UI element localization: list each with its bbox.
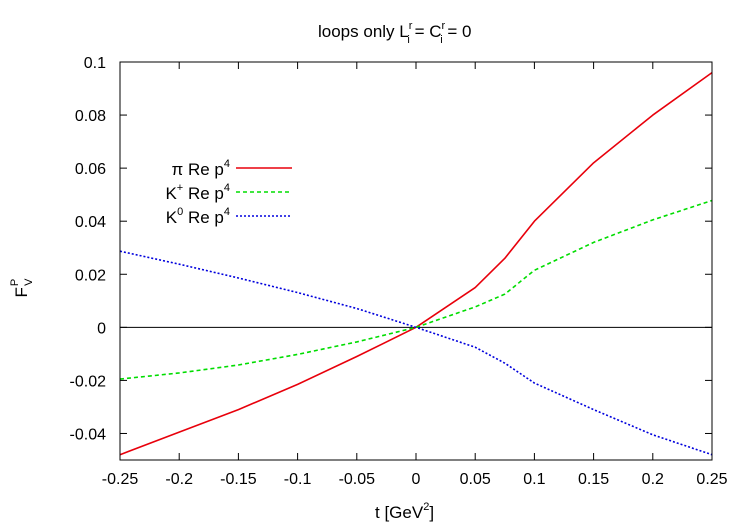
legend-label-pi: π Re p4 (172, 158, 231, 179)
x-tick-label: -0.1 (284, 471, 312, 488)
x-tick-label: -0.25 (102, 471, 139, 488)
x-tick-label: 0.05 (460, 471, 491, 488)
plot-frame (119, 61, 713, 461)
y-axis-label: FP V (9, 278, 35, 298)
y-tick-label: -0.02 (70, 373, 107, 390)
y-tick-label: -0.04 (70, 426, 107, 443)
y-tick-label: 0.04 (75, 214, 106, 231)
y-tick-label: 0 (97, 320, 106, 337)
y-tick-label: 0.1 (84, 55, 106, 72)
series-line-pi (119, 71, 713, 456)
series-lines (119, 71, 713, 456)
axis-ticks: -0.25 -0.2 -0.15 -0.1 -0.05 0 0.05 0.1 0.15 0.2 0.… (70, 55, 728, 488)
x-tick-label: 0.15 (578, 471, 609, 488)
y-tick-label: 0.08 (75, 108, 106, 125)
x-tick-label: 0.25 (696, 471, 727, 488)
series-line-kzero (119, 250, 713, 456)
legend: π Re p4 K+ Re p4 K0 Re p4 (165, 158, 292, 227)
legend-label-kzero: K0 Re p4 (166, 206, 230, 227)
x-tick-label: -0.15 (220, 471, 257, 488)
y-tick-label: 0.02 (75, 267, 106, 284)
y-tick-label: 0.06 (75, 161, 106, 178)
x-tick-label: 0.2 (642, 471, 664, 488)
x-tick-label: -0.05 (339, 471, 376, 488)
x-tick-label: 0 (412, 471, 421, 488)
chart-title: loops only Lr i = Cr i = 0 (318, 20, 471, 46)
x-tick-label: -0.2 (165, 471, 193, 488)
x-axis-label: t [GeV2] (375, 501, 434, 522)
series-line-kplus (119, 199, 713, 380)
legend-label-kplus: K+ Re p4 (165, 182, 230, 203)
x-tick-label: 0.1 (523, 471, 545, 488)
